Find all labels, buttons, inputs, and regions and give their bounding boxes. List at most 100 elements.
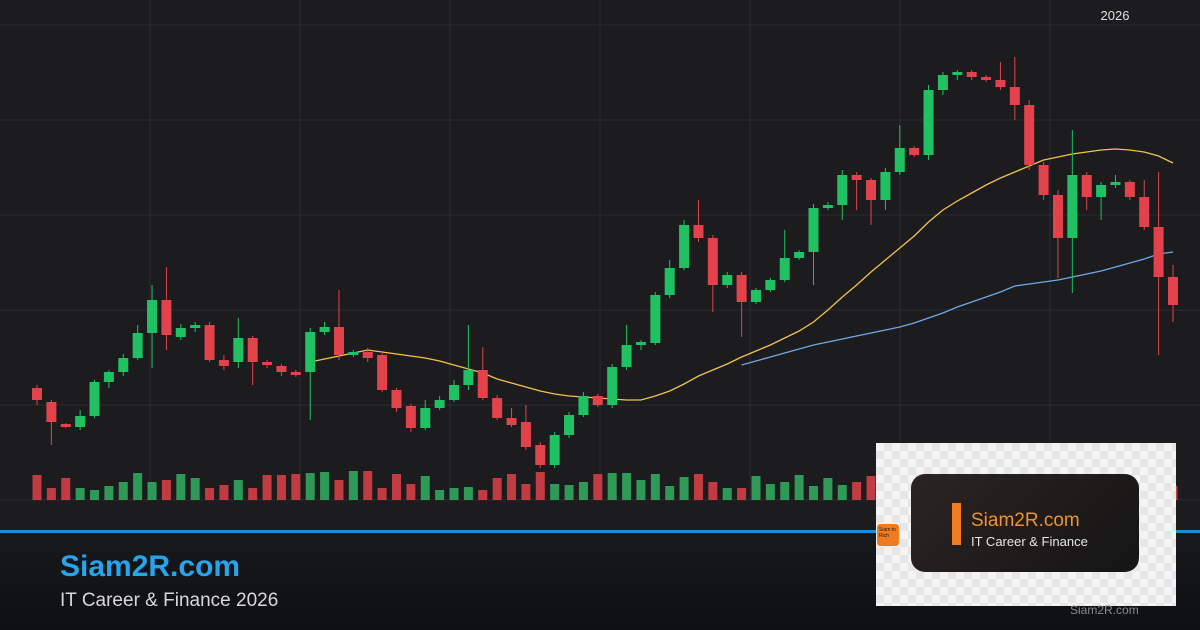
candle-body — [693, 225, 704, 238]
candle-body — [607, 367, 618, 405]
volume-bar — [665, 486, 675, 500]
volume-bar — [262, 475, 272, 500]
volume-bar — [420, 476, 430, 500]
candle-body — [147, 300, 158, 333]
volume-bar — [118, 482, 128, 500]
volume-bar — [693, 474, 703, 500]
volume-bar — [363, 471, 373, 500]
candle-body — [118, 358, 129, 372]
annotation: 2026 — [1101, 8, 1130, 23]
candle-body — [60, 424, 71, 427]
candle-body — [492, 398, 503, 418]
volume-bar — [607, 473, 617, 500]
volume-bar — [377, 488, 387, 500]
volume-bar — [205, 488, 215, 500]
candle-body — [333, 327, 344, 355]
candle-body — [247, 338, 258, 362]
volume-bar — [507, 474, 517, 500]
candle-body — [290, 372, 301, 375]
candle-body — [564, 415, 575, 435]
candle-body — [722, 275, 733, 285]
volume-bar — [133, 473, 143, 500]
candle-body — [405, 406, 416, 428]
candle-body — [822, 205, 833, 208]
volume-bar — [722, 488, 732, 500]
candle-body — [348, 352, 359, 355]
candle-body — [1009, 87, 1020, 105]
volume-bar — [219, 485, 229, 500]
volume-bar — [449, 488, 459, 500]
volume-bar — [809, 486, 819, 500]
volume-bar — [61, 478, 71, 500]
logo-bar — [952, 503, 961, 545]
candle-body — [592, 396, 603, 405]
grid — [0, 0, 1200, 501]
candle-body — [377, 355, 388, 390]
volume-bar — [535, 472, 545, 500]
volume-bar — [794, 475, 804, 500]
candle-body — [233, 338, 244, 362]
candle-body — [750, 290, 761, 302]
volume-bar — [334, 480, 344, 500]
volume-bar — [161, 480, 171, 500]
candle-body — [1110, 182, 1121, 185]
logo-box: Siam2R.com IT Career & Finance — [911, 474, 1139, 572]
candle-body — [520, 422, 531, 447]
candle-body — [937, 75, 948, 90]
candle-body — [578, 396, 589, 415]
candle-body — [391, 390, 402, 408]
volume-bar — [708, 482, 718, 500]
volume-bar — [176, 474, 186, 500]
candle-body — [707, 238, 718, 285]
candle-body — [32, 388, 42, 400]
volume-bar — [837, 485, 847, 500]
volume-bar — [147, 482, 157, 500]
candle-body — [319, 327, 330, 332]
volume-bar — [435, 490, 445, 500]
candle-body — [837, 175, 848, 205]
volume-bar — [578, 482, 588, 500]
volume-bar — [593, 474, 603, 500]
candle-body — [1153, 227, 1164, 277]
volume-bar — [737, 488, 747, 500]
candle-body — [736, 275, 747, 302]
volume-bar — [305, 473, 315, 500]
candle-body — [1124, 182, 1135, 197]
candle-body — [449, 385, 460, 400]
volume-bar — [104, 486, 114, 500]
candle-body — [218, 360, 229, 366]
candle-body — [981, 77, 992, 80]
candle-body — [1024, 105, 1035, 165]
candle-body — [995, 80, 1006, 87]
candle-body — [262, 362, 273, 365]
volume-bar — [320, 472, 330, 500]
logo-subtitle: IT Career & Finance — [971, 534, 1088, 549]
volume-bar — [46, 488, 56, 500]
volume-bar — [780, 482, 790, 500]
site-title: Siam2R.com — [60, 550, 241, 583]
volume-bar — [291, 474, 301, 500]
volume-bar — [32, 475, 42, 500]
candle-body — [635, 342, 646, 345]
volume-bar — [478, 490, 488, 500]
candle-body — [1052, 195, 1063, 238]
candle-body — [190, 325, 201, 328]
logo-card: Siam2R.com IT Career & Finance Siam to R… — [876, 443, 1176, 606]
candle-body — [463, 370, 474, 385]
volume-bar — [823, 478, 833, 500]
site-subtitle: IT Career & Finance 2026 — [60, 590, 279, 611]
volume-bar — [233, 480, 243, 500]
volume-bar — [75, 488, 85, 500]
candle-body — [1067, 175, 1078, 238]
candle-body — [923, 90, 934, 155]
candle-body — [794, 252, 805, 258]
volume-bar — [248, 488, 258, 500]
candle-body — [866, 180, 877, 200]
volume-bar — [650, 474, 660, 500]
volume-bar — [521, 484, 531, 500]
volume-bar — [276, 475, 286, 500]
candle-body — [679, 225, 690, 268]
candle-body — [305, 332, 316, 372]
volume-bar — [406, 484, 416, 500]
